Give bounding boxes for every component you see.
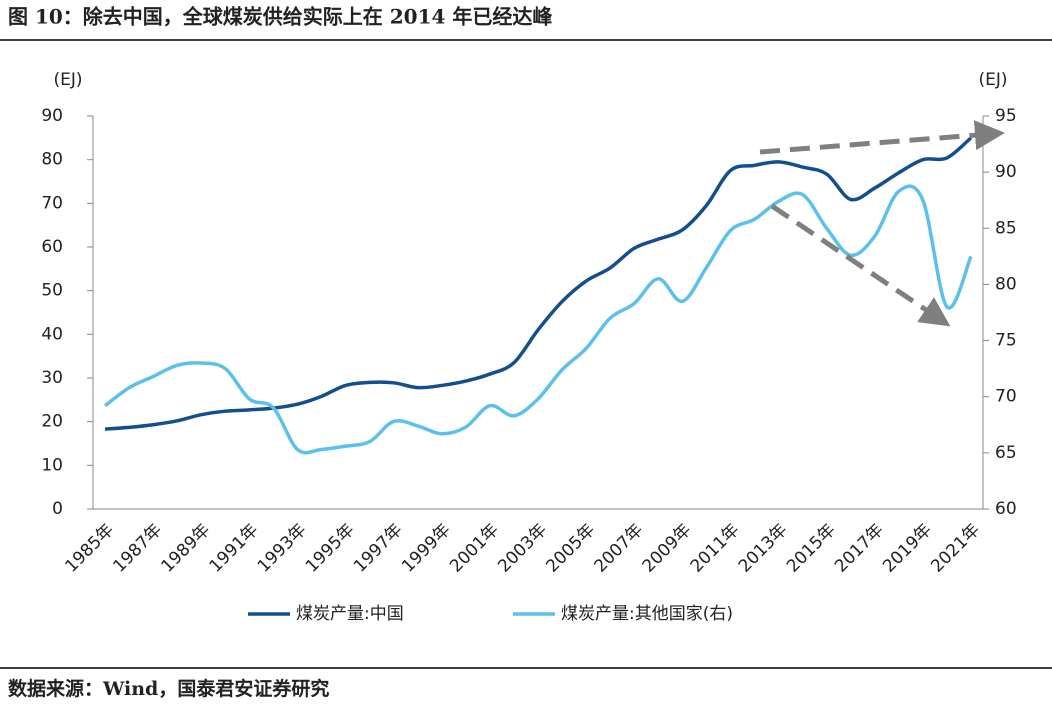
legend-label: 煤炭产量:中国 — [296, 604, 404, 624]
page-title: 图 10：除去中国，全球煤炭供给实际上在 2014 年已经达峰 — [8, 5, 552, 29]
source-note: 数据来源：Wind，国泰君安证券研究 — [8, 677, 329, 700]
x-tick-label: 2005年 — [542, 520, 599, 577]
y2-tick-label: 95 — [995, 106, 1017, 126]
x-tick-label: 2007年 — [591, 520, 648, 577]
x-tick-label: 2003年 — [494, 520, 551, 577]
trend-arrow — [759, 120, 1005, 155]
trend-arrow — [770, 203, 951, 327]
x-tick-label: 2011年 — [687, 520, 744, 577]
y2-tick-label: 80 — [995, 274, 1017, 294]
series-line — [104, 136, 973, 431]
y2-tick-label: 65 — [995, 443, 1017, 463]
y-tick-label: 40 — [41, 324, 63, 344]
y-axis-unit: (EJ) — [53, 70, 82, 90]
x-tick-label: 2021年 — [927, 520, 984, 577]
y2-tick-label: 75 — [995, 331, 1017, 351]
x-tick-label: 1987年 — [109, 520, 166, 577]
y-tick-label: 70 — [41, 193, 63, 213]
plot: 0 10 20 30 40 50 60 70 80 90 60 65 70 75 80 85 90 95 1985年… — [41, 106, 1016, 624]
y-tick-label: 50 — [41, 281, 63, 301]
y-tick-label: 80 — [41, 150, 63, 170]
y2-tick-label: 85 — [995, 218, 1017, 238]
x-tick-label: 1991年 — [206, 520, 263, 577]
y2-axis-unit: (EJ) — [978, 70, 1007, 90]
y-tick-label: 90 — [41, 106, 63, 126]
y-tick-label: 60 — [41, 237, 63, 257]
x-tick-label: 2001年 — [446, 520, 503, 577]
x-tick-label: 2015年 — [783, 520, 840, 577]
x-tick-label: 1989年 — [158, 520, 215, 577]
y-tick-label: 20 — [41, 412, 63, 432]
x-tick-label: 1985年 — [61, 520, 118, 577]
series-line — [103, 184, 973, 455]
x-tick-label: 1995年 — [302, 520, 359, 577]
legend-label: 煤炭产量:其他国家(右) — [561, 604, 733, 624]
x-tick-label: 1993年 — [254, 520, 311, 577]
y-tick-label: 0 — [52, 499, 63, 519]
x-tick-label: 2017年 — [831, 520, 888, 577]
x-tick-label: 1999年 — [398, 520, 455, 577]
y-tick-label: 30 — [41, 368, 63, 388]
y2-tick-label: 70 — [995, 387, 1017, 407]
y-tick-label: 10 — [41, 455, 63, 475]
x-tick-label: 2019年 — [879, 520, 936, 577]
x-tick-label: 2009年 — [639, 520, 696, 577]
y2-tick-label: 60 — [995, 499, 1017, 519]
x-tick-label: 2013年 — [735, 520, 792, 577]
x-tick-label: 1997年 — [350, 520, 407, 577]
y2-tick-label: 90 — [995, 162, 1017, 182]
